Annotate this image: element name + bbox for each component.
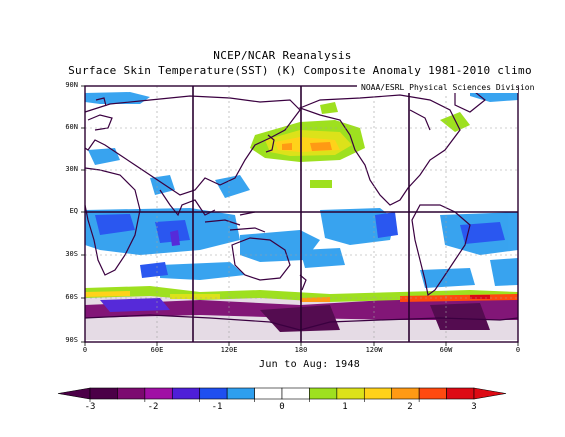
major-lines xyxy=(85,86,518,342)
colorbar-label-3: 3 xyxy=(471,402,477,412)
period-label: Jun to Aug: 1948 xyxy=(259,359,361,370)
colorbar-swatch xyxy=(144,387,173,400)
colorbar-swatch xyxy=(171,387,201,400)
tick-marks xyxy=(81,85,519,346)
colorbar-label-0: 0 xyxy=(279,402,285,412)
lat-label-eq: EQ xyxy=(69,207,78,215)
colorbar-swatch xyxy=(336,387,365,400)
colorbar-label-neg3: -3 xyxy=(84,402,96,412)
colorbar-swatch xyxy=(89,387,118,400)
lon-label-0: 0 xyxy=(82,346,88,354)
colorbar-swatch xyxy=(309,387,338,400)
colorbar-swatch xyxy=(199,387,228,400)
lon-label-0-east: 0 xyxy=(515,346,521,354)
colorbar-swatch xyxy=(117,387,146,400)
lat-label-30n: 30N xyxy=(65,165,78,173)
lat-label-30s: 30S xyxy=(65,250,78,258)
colorbar-label-neg1: -1 xyxy=(211,402,223,412)
colorbar xyxy=(57,387,507,402)
colorbar-arrow-right xyxy=(473,387,507,400)
colorbar-swatch xyxy=(281,387,310,400)
lon-label-60e: 60E xyxy=(150,346,164,354)
lat-label-60n: 60N xyxy=(65,123,78,131)
map-title: NCEP/NCAR Reanalysis xyxy=(213,49,352,62)
colorbar-swatch xyxy=(446,387,475,400)
credit-text: NOAA/ESRL Physical Sciences Division xyxy=(361,83,535,92)
lon-label-120w: 120W xyxy=(365,346,383,354)
lon-label-120e: 120E xyxy=(220,346,238,354)
lon-label-60w: 60W xyxy=(439,346,453,354)
lon-label-180: 180 xyxy=(294,346,308,354)
colorbar-swatch xyxy=(391,387,420,400)
credit-box xyxy=(357,80,518,93)
colorbar-swatch xyxy=(254,387,283,400)
colorbar-label-neg2: -2 xyxy=(147,402,159,412)
map-frame xyxy=(84,85,519,343)
colorbar-label-1: 1 xyxy=(342,402,348,412)
colorbar-label-2: 2 xyxy=(407,402,413,412)
lat-label-90s: 90S xyxy=(65,336,78,344)
lat-label-90n: 90N xyxy=(65,81,78,89)
colorbar-arrow-left xyxy=(57,387,91,400)
colorbar-swatch xyxy=(226,387,255,400)
colorbar-swatch xyxy=(363,387,393,400)
map-subtitle: Surface Skin Temperature(SST) (K) Compos… xyxy=(68,64,532,77)
lat-label-60s: 60S xyxy=(65,293,78,301)
colorbar-swatch xyxy=(418,387,447,400)
